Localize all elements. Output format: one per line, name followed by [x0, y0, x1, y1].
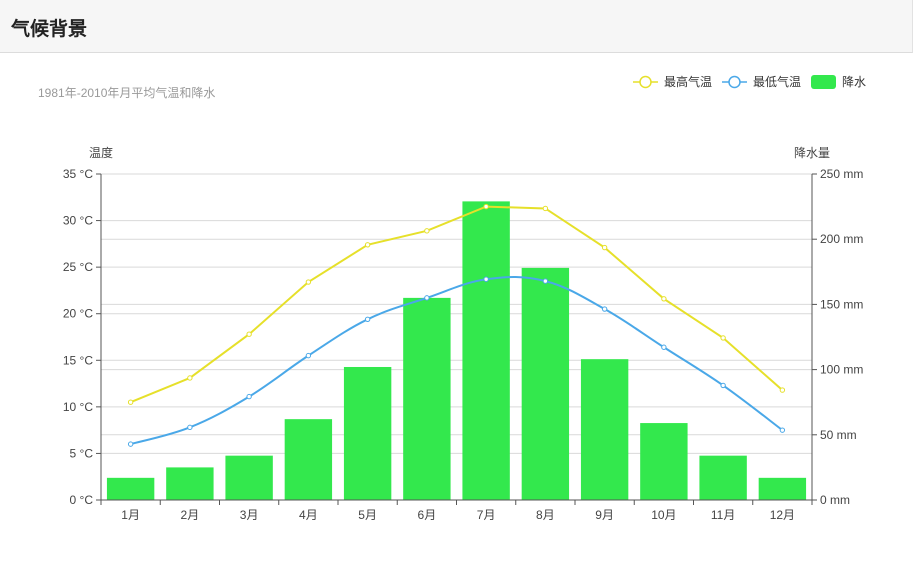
axes: 0 °C 5 °C 10 °C 15 °C 20 °C 25 °C 30 °C 35 °C 0 …	[63, 145, 864, 522]
series-point	[305, 279, 312, 285]
legend-label: 最高气温	[664, 74, 712, 89]
x-tick-label: 11月	[711, 508, 735, 522]
precipitation-bar	[403, 297, 451, 500]
x-tick-label: 4月	[299, 508, 318, 522]
x-tick-label: 6月	[418, 508, 437, 522]
series-point	[187, 424, 193, 431]
grid-lines	[101, 173, 812, 454]
left-tick-label: 15 °C	[63, 353, 93, 367]
series-point	[720, 382, 726, 389]
precipitation-bar	[225, 455, 273, 500]
legend: 最高气温 最低气温 降水	[633, 74, 866, 89]
temperature-lines	[127, 203, 786, 447]
left-tick-label: 5 °C	[70, 446, 94, 460]
series-point	[246, 331, 252, 337]
series-point	[542, 205, 549, 212]
page-title: 气候背景	[11, 19, 88, 40]
series-point	[542, 278, 549, 284]
left-tick-label: 35 °C	[63, 167, 93, 181]
x-tick-label: 1月	[121, 508, 140, 522]
precipitation-bar	[462, 201, 510, 500]
left-tick-label: 20 °C	[63, 307, 93, 321]
series-point	[127, 399, 134, 405]
series-point	[661, 296, 667, 302]
series-point	[305, 352, 312, 359]
right-axis-title: 降水量	[794, 146, 830, 160]
series-point	[601, 306, 608, 312]
x-tick-label: 2月	[181, 508, 200, 522]
right-tick-label: 50 mm	[820, 428, 857, 442]
precipitation-bar	[106, 477, 155, 500]
left-tick-label: 25 °C	[63, 260, 93, 274]
left-axis-title: 温度	[89, 145, 113, 160]
right-tick-label: 100 mm	[820, 363, 863, 377]
left-tick-label: 10 °C	[63, 400, 93, 414]
precipitation-bar	[166, 467, 214, 500]
precipitation-bar	[521, 267, 570, 500]
precipitation-bars	[106, 201, 807, 500]
series-point	[364, 316, 371, 323]
series-line	[130, 276, 783, 446]
series-line	[130, 205, 784, 404]
x-tick-label: 9月	[595, 508, 614, 522]
right-tick-label: 150 mm	[820, 297, 863, 311]
series-point	[601, 244, 608, 251]
legend-label: 最低气温	[753, 74, 801, 89]
precipitation-bar	[640, 423, 688, 500]
x-tick-label: 3月	[240, 508, 259, 522]
legend-label: 降水	[842, 75, 866, 89]
series-point	[364, 242, 371, 248]
precipitation-bar	[343, 366, 392, 500]
left-tick-label: 0 °C	[70, 493, 94, 507]
left-tick-label: 30 °C	[63, 214, 93, 228]
precipitation-bar	[758, 477, 807, 500]
series-point	[127, 441, 134, 447]
x-tick-label: 12月	[770, 508, 795, 522]
right-tick-label: 0 mm	[820, 493, 850, 507]
series-point	[424, 228, 430, 234]
header-bar: 气候背景	[0, 0, 913, 53]
precipitation-bar	[284, 419, 333, 500]
precipitation-bar	[699, 455, 747, 500]
precipitation-bar	[580, 359, 629, 500]
series-point	[483, 276, 489, 282]
series-point	[246, 393, 252, 400]
x-tick-label: 10月	[651, 508, 676, 522]
series-point	[187, 375, 193, 381]
series-point	[483, 203, 489, 210]
legend-circle-icon	[728, 75, 741, 89]
legend-swatch-icon	[811, 75, 836, 89]
chart-subtitle: 1981年-2010年月平均气温和降水	[38, 86, 216, 100]
x-tick-label: 5月	[358, 508, 377, 522]
right-tick-label: 200 mm	[820, 232, 863, 246]
series-point	[424, 295, 430, 301]
series-point	[720, 335, 726, 341]
x-tick-label: 7月	[477, 508, 496, 522]
series-point	[779, 427, 786, 433]
series-point	[661, 344, 667, 350]
x-tick-label: 8月	[536, 508, 555, 522]
series-point	[779, 387, 786, 393]
legend-circle-icon	[639, 75, 652, 89]
right-tick-label: 250 mm	[820, 167, 863, 181]
